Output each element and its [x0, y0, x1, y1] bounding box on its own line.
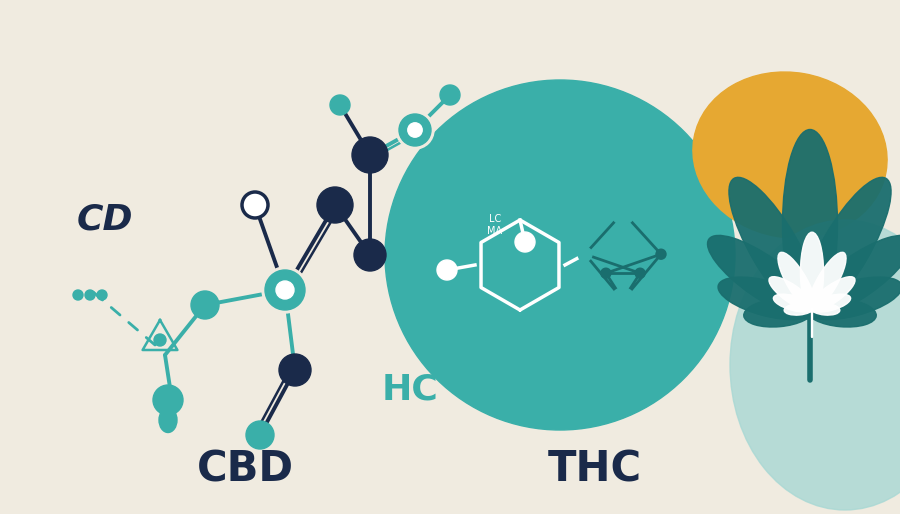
Ellipse shape: [743, 299, 814, 327]
Ellipse shape: [159, 408, 177, 432]
Ellipse shape: [811, 303, 840, 315]
Ellipse shape: [806, 299, 877, 327]
Circle shape: [276, 281, 294, 299]
Circle shape: [85, 290, 95, 300]
Circle shape: [262, 267, 308, 313]
Circle shape: [265, 270, 305, 310]
Text: CBD: CBD: [196, 449, 293, 491]
Circle shape: [611, 288, 635, 312]
Circle shape: [246, 421, 274, 449]
Text: CD: CD: [76, 203, 133, 237]
Circle shape: [656, 249, 666, 259]
Ellipse shape: [718, 277, 815, 320]
Circle shape: [408, 123, 422, 137]
Ellipse shape: [693, 72, 887, 238]
Ellipse shape: [810, 294, 850, 312]
Circle shape: [635, 268, 645, 278]
Circle shape: [396, 111, 434, 149]
Circle shape: [330, 95, 350, 115]
Circle shape: [437, 260, 457, 280]
Circle shape: [611, 200, 635, 225]
Circle shape: [242, 192, 268, 218]
Circle shape: [352, 137, 388, 173]
Circle shape: [515, 232, 535, 252]
Ellipse shape: [707, 235, 816, 318]
Ellipse shape: [773, 294, 814, 312]
Ellipse shape: [804, 235, 900, 318]
Ellipse shape: [729, 177, 819, 318]
Circle shape: [153, 385, 183, 415]
Ellipse shape: [778, 252, 815, 311]
Ellipse shape: [808, 252, 846, 311]
Circle shape: [317, 187, 353, 223]
Circle shape: [73, 290, 83, 300]
Circle shape: [354, 239, 386, 271]
Text: THC: THC: [548, 449, 642, 491]
Ellipse shape: [800, 232, 824, 312]
Circle shape: [385, 80, 735, 430]
Circle shape: [154, 334, 166, 346]
Ellipse shape: [809, 277, 855, 311]
Circle shape: [399, 114, 431, 146]
Ellipse shape: [769, 277, 815, 311]
Ellipse shape: [805, 277, 900, 320]
Circle shape: [578, 247, 592, 261]
Text: LC
MA: LC MA: [488, 214, 502, 236]
Ellipse shape: [730, 220, 900, 510]
Circle shape: [279, 354, 311, 386]
Circle shape: [601, 268, 611, 278]
Circle shape: [444, 149, 466, 171]
Circle shape: [191, 291, 219, 319]
Ellipse shape: [801, 177, 891, 318]
Circle shape: [580, 249, 590, 259]
Ellipse shape: [784, 303, 814, 315]
Circle shape: [440, 85, 460, 105]
Ellipse shape: [782, 130, 838, 320]
Text: HC: HC: [382, 373, 438, 407]
Circle shape: [97, 290, 107, 300]
